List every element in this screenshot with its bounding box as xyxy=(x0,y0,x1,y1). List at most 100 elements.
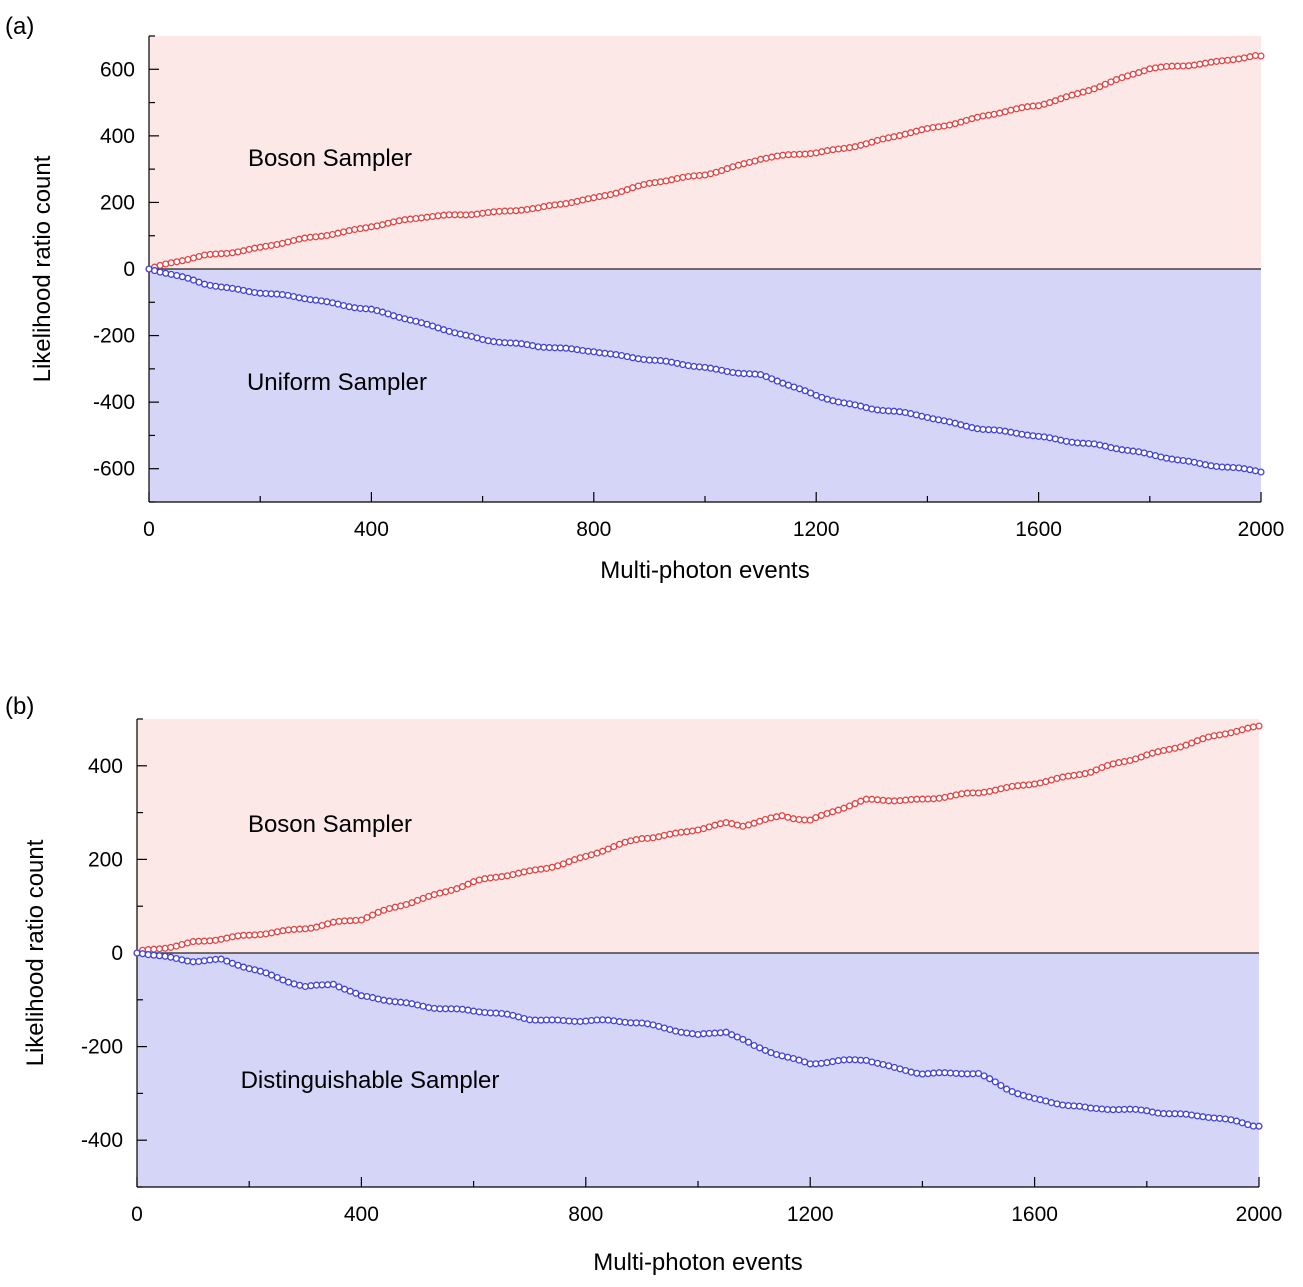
data-point xyxy=(857,1056,865,1064)
data-point xyxy=(234,285,242,293)
data-point xyxy=(430,891,438,899)
data-point xyxy=(150,945,158,953)
data-point xyxy=(262,930,270,938)
data-point xyxy=(1257,52,1265,60)
data-point xyxy=(1229,463,1237,472)
data-point xyxy=(655,1022,663,1030)
data-point xyxy=(846,400,854,408)
data-point xyxy=(795,385,804,393)
data-point xyxy=(356,225,364,233)
data-point xyxy=(273,240,281,249)
data-point xyxy=(1118,74,1126,82)
data-point xyxy=(323,231,331,240)
data-point xyxy=(1137,1106,1145,1114)
data-point xyxy=(579,196,587,204)
data-point xyxy=(784,1053,792,1061)
data-point xyxy=(618,187,626,196)
data-point xyxy=(1182,1110,1190,1118)
data-point xyxy=(705,1029,713,1037)
data-point xyxy=(896,132,904,140)
data-point xyxy=(1255,722,1263,730)
data-point xyxy=(385,997,394,1005)
data-point xyxy=(481,1008,489,1017)
positive-region xyxy=(137,719,1259,953)
data-point xyxy=(345,303,353,311)
data-point xyxy=(615,1018,624,1026)
data-point xyxy=(627,1019,635,1027)
data-point xyxy=(716,1029,724,1037)
data-point xyxy=(374,995,382,1003)
data-point xyxy=(599,847,607,855)
data-point xyxy=(969,789,977,797)
data-point xyxy=(640,355,648,364)
data-point xyxy=(341,917,349,925)
data-point xyxy=(1132,1105,1140,1113)
data-point xyxy=(1035,102,1043,110)
data-point xyxy=(640,180,648,189)
data-point xyxy=(1120,758,1128,766)
data-point xyxy=(503,1010,511,1018)
data-point xyxy=(1238,1119,1246,1127)
data-point xyxy=(542,1016,551,1024)
data-point xyxy=(1057,436,1065,444)
data-point xyxy=(996,426,1004,434)
data-point xyxy=(425,1004,433,1012)
data-point xyxy=(662,357,670,365)
data-point xyxy=(901,408,909,417)
data-point xyxy=(1201,461,1209,469)
data-point xyxy=(1193,1112,1201,1120)
y-tick-label: 200 xyxy=(100,191,135,214)
data-point xyxy=(1224,463,1232,471)
x-tick-label: 1200 xyxy=(787,1203,834,1226)
data-point xyxy=(211,955,220,963)
data-point xyxy=(357,916,365,924)
data-point xyxy=(968,424,976,432)
data-point xyxy=(907,410,915,418)
data-point xyxy=(924,1070,932,1078)
data-point xyxy=(723,165,731,173)
data-point xyxy=(587,1016,595,1025)
data-point xyxy=(200,937,208,945)
data-point xyxy=(240,931,248,939)
data-point xyxy=(324,920,332,928)
data-point xyxy=(668,176,676,184)
data-point xyxy=(1160,1110,1168,1118)
data-point xyxy=(1090,85,1098,93)
negative-region-label: Uniform Sampler xyxy=(247,369,427,396)
data-point xyxy=(823,1059,831,1067)
data-point xyxy=(645,356,653,364)
data-point xyxy=(879,406,887,415)
data-point xyxy=(423,213,431,221)
data-point xyxy=(568,345,576,353)
data-point xyxy=(1190,61,1198,69)
data-point xyxy=(733,1033,741,1041)
data-point xyxy=(1062,93,1070,101)
data-point xyxy=(296,981,304,989)
data-point xyxy=(873,796,882,804)
data-point xyxy=(890,1063,898,1071)
data-point xyxy=(851,143,859,151)
data-point xyxy=(373,222,381,230)
data-point xyxy=(206,937,214,945)
x-tick-label: 0 xyxy=(143,518,155,541)
data-point xyxy=(529,342,537,350)
data-point xyxy=(778,812,786,820)
data-point xyxy=(879,796,887,804)
data-point xyxy=(1210,732,1218,740)
data-point xyxy=(789,1054,797,1063)
data-point xyxy=(413,896,422,904)
data-point xyxy=(834,145,842,153)
data-point xyxy=(1029,102,1037,110)
data-point xyxy=(402,900,410,909)
data-point xyxy=(239,247,248,255)
data-point xyxy=(750,1041,758,1050)
data-point xyxy=(462,331,470,339)
data-point xyxy=(1188,739,1196,747)
data-point xyxy=(845,1056,854,1064)
data-point xyxy=(1064,1102,1072,1110)
data-point xyxy=(1075,771,1084,779)
data-point xyxy=(767,1049,775,1057)
data-point xyxy=(470,1007,478,1015)
data-point xyxy=(695,171,703,180)
data-point xyxy=(885,1062,893,1070)
